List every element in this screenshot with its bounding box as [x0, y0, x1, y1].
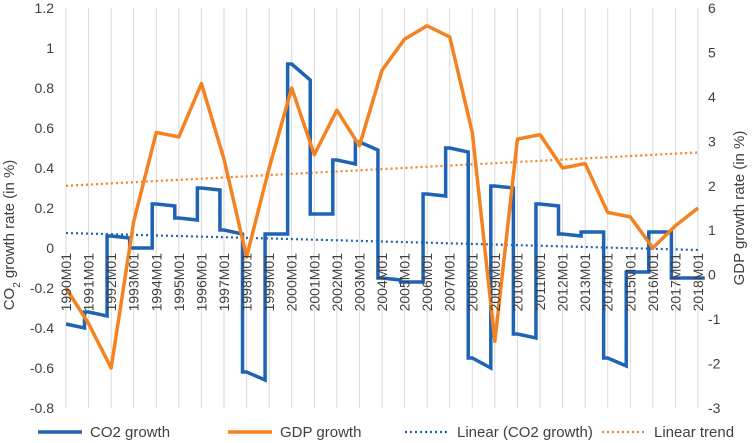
- left-tick-8: 0.8: [35, 80, 55, 96]
- legend: CO2 growth GDP growth Linear (CO2 growth) L…: [38, 424, 734, 441]
- x-tick-2010M01: 2010M01: [509, 253, 525, 312]
- right-tick-9: 6: [708, 0, 716, 16]
- grid: [65, 8, 699, 408]
- x-tick-2007M01: 2007M01: [442, 253, 458, 312]
- series-lines: [64, 24, 705, 383]
- left-axis-title: CO2 growth rate (in %): [1, 160, 23, 311]
- x-tick-2014M01: 2014M01: [600, 253, 616, 312]
- right-tick-0: -3: [708, 400, 721, 416]
- x-tick-1995M01: 1995M01: [171, 253, 187, 312]
- left-tick-3: -0.2: [30, 280, 54, 296]
- trend-line-3: [65, 151, 699, 187]
- left-tick-0: -0.8: [30, 400, 54, 416]
- x-tick-2016M01: 2016M01: [645, 253, 661, 312]
- x-tick-2001M01: 2001M01: [306, 253, 322, 312]
- x-tick-2002M01: 2002M01: [329, 253, 345, 312]
- x-tick-1997M01: 1997M01: [216, 253, 232, 312]
- x-tick-2003M01: 2003M01: [351, 253, 367, 312]
- series-line-gdp: [64, 24, 700, 370]
- right-tick-2: -1: [708, 311, 721, 327]
- x-tick-2012M01: 2012M01: [555, 253, 571, 312]
- x-tick-1994M01: 1994M01: [148, 253, 164, 312]
- right-tick-8: 5: [708, 44, 716, 60]
- x-tick-2013M01: 2013M01: [577, 253, 593, 312]
- left-tick-7: 0.6: [35, 120, 55, 136]
- x-tick-1992M01: 1992M01: [103, 253, 119, 312]
- legend-label-1: GDP growth: [280, 424, 361, 441]
- x-tick-1996M01: 1996M01: [193, 253, 209, 312]
- right-tick-4: 1: [708, 222, 716, 238]
- x-tick-2015M01: 2015M01: [622, 253, 638, 312]
- left-tick-4: 0: [46, 240, 54, 256]
- x-tick-2005M01: 2005M01: [397, 253, 413, 312]
- right-tick-1: -2: [708, 356, 721, 372]
- left-tick-9: 1: [46, 40, 54, 56]
- x-tick-2000M01: 2000M01: [284, 253, 300, 312]
- right-axis-title: GDP growth rate (in %): [731, 131, 748, 286]
- x-tick-1990M01: 1990M01: [58, 253, 74, 312]
- x-tick-1999M01: 1999M01: [261, 253, 277, 312]
- right-tick-7: 4: [708, 89, 716, 105]
- legend-label-0: CO2 growth: [90, 424, 170, 441]
- x-tick-2006M01: 2006M01: [419, 253, 435, 312]
- left-tick-2: -0.4: [30, 320, 54, 336]
- legend-label-2: Linear (CO2 growth): [457, 424, 593, 441]
- right-tick-6: 3: [708, 133, 716, 149]
- x-tick-1993M01: 1993M01: [126, 253, 142, 312]
- left-tick-6: 0.4: [35, 160, 55, 176]
- x-tick-2011M01: 2011M01: [532, 253, 548, 311]
- right-tick-5: 2: [708, 178, 716, 194]
- series-line-co2: [65, 62, 705, 383]
- right-axis-ticks: -3 -2 -1 0 1 2 3 4 5 6: [708, 0, 721, 416]
- left-tick-5: 0.2: [35, 200, 55, 216]
- x-tick-2004M01: 2004M01: [374, 253, 390, 312]
- trend-line-2: [65, 231, 699, 252]
- trend-lines: [65, 151, 699, 252]
- right-tick-3: 0: [708, 267, 716, 283]
- legend-label-3: Linear trend: [654, 424, 734, 441]
- left-axis-ticks: -0.8 -0.6 -0.4 -0.2 0 0.2 0.4 0.6 0.8 1 1.2: [30, 0, 54, 416]
- left-tick-1: -0.6: [30, 360, 54, 376]
- left-tick-10: 1.2: [35, 0, 55, 16]
- x-tick-2017M01: 2017M01: [667, 253, 683, 312]
- x-axis-tick-labels: 1990M01 1991M01 1992M01 1993M01 1994M01 1995M…: [58, 253, 706, 312]
- x-tick-2008M01: 2008M01: [464, 253, 480, 312]
- x-tick-1998M01: 1998M01: [239, 253, 255, 312]
- x-tick-2018M01: 2018M01: [690, 253, 706, 312]
- x-tick-2009M01: 2009M01: [487, 253, 503, 312]
- x-tick-1991M01: 1991M01: [81, 253, 97, 312]
